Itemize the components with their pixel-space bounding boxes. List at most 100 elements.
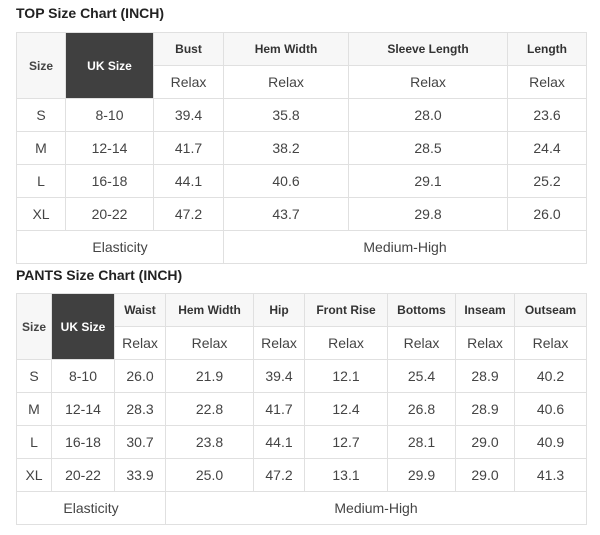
value-cell: 12.4 xyxy=(304,392,388,426)
value-cell: 43.7 xyxy=(223,197,349,231)
uk-size-cell: 8-10 xyxy=(65,98,154,132)
column-header: Bottoms xyxy=(387,293,456,327)
value-cell: 40.6 xyxy=(223,164,349,198)
column-header: Hem Width xyxy=(165,293,254,327)
fit-label: Relax xyxy=(507,65,587,99)
value-cell: 41.7 xyxy=(153,131,224,165)
value-cell: 25.2 xyxy=(507,164,587,198)
column-header: Front Rise xyxy=(304,293,388,327)
fit-label: Relax xyxy=(223,65,349,99)
table-row: XL 20-22 33.9 25.0 47.2 13.1 29.9 29.0 41.3 xyxy=(16,458,587,492)
header-row: Size UK Size Waist Hem Width Hip Front Rise Bo… xyxy=(16,293,587,360)
value-cell: 30.7 xyxy=(114,425,166,459)
value-cell: 28.3 xyxy=(114,392,166,426)
value-cell: 29.0 xyxy=(455,458,515,492)
size-header: Size xyxy=(16,32,66,99)
value-cell: 13.1 xyxy=(304,458,388,492)
column-header: Hip xyxy=(253,293,305,327)
column-header: Inseam xyxy=(455,293,515,327)
value-cell: 26.0 xyxy=(114,359,166,393)
size-cell: L xyxy=(16,425,52,459)
value-cell: 29.8 xyxy=(348,197,508,231)
table-row: M 12-14 28.3 22.8 41.7 12.4 26.8 28.9 40.6 xyxy=(16,392,587,426)
size-cell: L xyxy=(16,164,66,198)
column-header: Hem Width xyxy=(223,32,349,66)
value-cell: 28.0 xyxy=(348,98,508,132)
column-header: Sleeve Length xyxy=(348,32,508,66)
elasticity-value: Medium-High xyxy=(165,491,587,525)
value-cell: 21.9 xyxy=(165,359,254,393)
uk-size-cell: 20-22 xyxy=(51,458,115,492)
value-cell: 29.9 xyxy=(387,458,456,492)
fit-label: Relax xyxy=(253,326,305,360)
value-cell: 12.1 xyxy=(304,359,388,393)
value-cell: 22.8 xyxy=(165,392,254,426)
value-cell: 39.4 xyxy=(253,359,305,393)
value-cell: 12.7 xyxy=(304,425,388,459)
value-cell: 26.8 xyxy=(387,392,456,426)
top-size-table: Size UK Size Bust Hem Width Sleeve Length Len… xyxy=(16,32,587,264)
value-cell: 41.3 xyxy=(514,458,587,492)
uk-size-header: UK Size xyxy=(65,32,154,99)
column-header: Waist xyxy=(114,293,166,327)
fit-label: Relax xyxy=(114,326,166,360)
value-cell: 40.9 xyxy=(514,425,587,459)
column-header: Length xyxy=(507,32,587,66)
value-cell: 28.9 xyxy=(455,359,515,393)
uk-size-cell: 8-10 xyxy=(51,359,115,393)
value-cell: 41.7 xyxy=(253,392,305,426)
column-header: Bust xyxy=(153,32,224,66)
size-cell: S xyxy=(16,359,52,393)
top-chart-title: TOP Size Chart (INCH) xyxy=(16,5,165,21)
value-cell: 44.1 xyxy=(153,164,224,198)
value-cell: 25.4 xyxy=(387,359,456,393)
value-cell: 23.6 xyxy=(507,98,587,132)
fit-label: Relax xyxy=(165,326,254,360)
size-header: Size xyxy=(16,293,52,360)
table-row: L 16-18 30.7 23.8 44.1 12.7 28.1 29.0 40.9 xyxy=(16,425,587,459)
uk-size-cell: 12-14 xyxy=(65,131,154,165)
uk-size-header: UK Size xyxy=(51,293,115,360)
uk-size-cell: 12-14 xyxy=(51,392,115,426)
fit-label: Relax xyxy=(514,326,587,360)
table-row: M 12-14 41.7 38.2 28.5 24.4 xyxy=(16,131,587,165)
value-cell: 38.2 xyxy=(223,131,349,165)
column-header: Outseam xyxy=(514,293,587,327)
fit-label: Relax xyxy=(153,65,224,99)
size-cell: XL xyxy=(16,197,66,231)
fit-label: Relax xyxy=(348,65,508,99)
value-cell: 47.2 xyxy=(153,197,224,231)
value-cell: 33.9 xyxy=(114,458,166,492)
elasticity-label: Elasticity xyxy=(16,491,166,525)
elasticity-row: Elasticity Medium-High xyxy=(16,230,587,264)
value-cell: 29.0 xyxy=(455,425,515,459)
fit-label: Relax xyxy=(455,326,515,360)
value-cell: 47.2 xyxy=(253,458,305,492)
table-row: S 8-10 39.4 35.8 28.0 23.6 xyxy=(16,98,587,132)
size-cell: M xyxy=(16,392,52,426)
value-cell: 25.0 xyxy=(165,458,254,492)
elasticity-value: Medium-High xyxy=(223,230,587,264)
pants-chart-title: PANTS Size Chart (INCH) xyxy=(16,267,183,283)
uk-size-cell: 16-18 xyxy=(51,425,115,459)
value-cell: 23.8 xyxy=(165,425,254,459)
fit-label: Relax xyxy=(304,326,388,360)
value-cell: 40.2 xyxy=(514,359,587,393)
value-cell: 29.1 xyxy=(348,164,508,198)
pants-size-table: Size UK Size Waist Hem Width Hip Front Rise Bo… xyxy=(16,293,587,525)
subheader-row: Relax Relax Relax Relax Relax Relax Relax xyxy=(17,326,587,360)
value-cell: 24.4 xyxy=(507,131,587,165)
table-row: L 16-18 44.1 40.6 29.1 25.2 xyxy=(16,164,587,198)
value-cell: 28.1 xyxy=(387,425,456,459)
header-row: Size UK Size Bust Hem Width Sleeve Length Len… xyxy=(16,32,587,99)
value-cell: 40.6 xyxy=(514,392,587,426)
value-cell: 35.8 xyxy=(223,98,349,132)
size-cell: S xyxy=(16,98,66,132)
size-cell: XL xyxy=(16,458,52,492)
table-row: XL 20-22 47.2 43.7 29.8 26.0 xyxy=(16,197,587,231)
elasticity-label: Elasticity xyxy=(16,230,224,264)
value-cell: 28.9 xyxy=(455,392,515,426)
value-cell: 26.0 xyxy=(507,197,587,231)
fit-label: Relax xyxy=(387,326,456,360)
table-row: S 8-10 26.0 21.9 39.4 12.1 25.4 28.9 40.2 xyxy=(16,359,587,393)
